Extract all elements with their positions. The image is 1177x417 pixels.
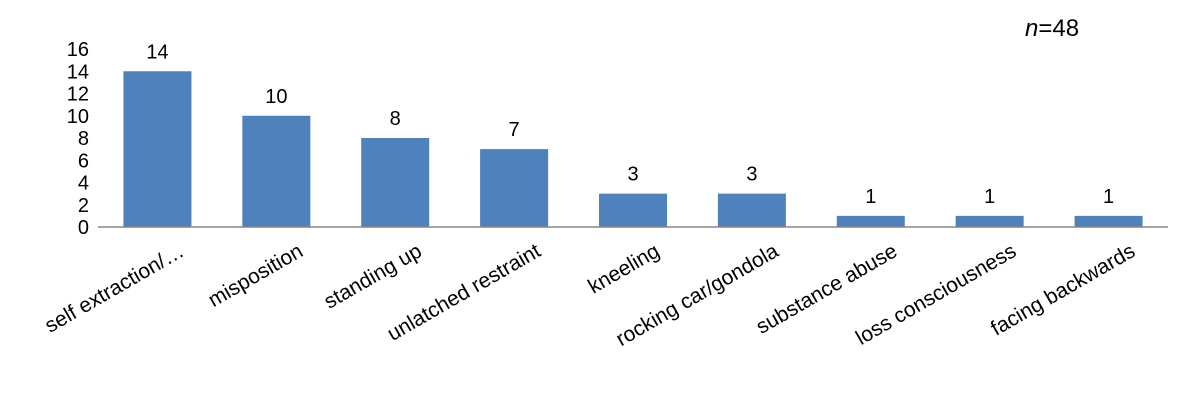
bar [242, 115, 311, 227]
y-tick-label: 14 [67, 61, 89, 83]
data-label: 10 [265, 86, 287, 108]
data-label: 1 [1103, 186, 1114, 208]
data-label: 3 [746, 164, 757, 186]
bar [955, 215, 1024, 227]
y-tick-label: 4 [78, 173, 89, 195]
y-tick-label: 16 [67, 39, 89, 61]
sample-size-annotation: n=48 [1025, 15, 1079, 42]
bar [717, 193, 786, 227]
x-category-label: self extraction/… [41, 239, 188, 337]
bar [836, 215, 905, 227]
bar [1074, 215, 1143, 227]
data-label: 1 [984, 186, 995, 208]
bars [123, 71, 1143, 227]
data-label: 1 [865, 186, 876, 208]
y-tick-label: 0 [78, 217, 89, 239]
data-label: 3 [627, 164, 638, 186]
x-category-label: standing up [320, 239, 426, 313]
y-tick-label: 8 [78, 128, 89, 150]
data-label: 14 [146, 41, 168, 63]
bar [361, 138, 430, 227]
x-axis-category-labels: self extraction/… misposition standing upu… [41, 239, 1139, 351]
sample-size-value: =48 [1038, 15, 1079, 42]
bar [599, 193, 667, 227]
data-label: 8 [390, 108, 401, 130]
data-labels: 14 10 8 7 3 3 1 1 1 [146, 41, 1114, 208]
x-category-label: kneeling [584, 239, 663, 298]
bar [480, 149, 549, 227]
sample-size-variable: n [1025, 15, 1038, 42]
y-tick-label: 6 [78, 150, 89, 172]
y-tick-label: 12 [67, 84, 89, 106]
y-tick-label: 10 [67, 106, 89, 128]
data-label: 7 [509, 119, 520, 141]
bar [123, 71, 192, 227]
y-tick-label: 2 [78, 195, 89, 217]
x-category-label: misposition [204, 239, 306, 311]
